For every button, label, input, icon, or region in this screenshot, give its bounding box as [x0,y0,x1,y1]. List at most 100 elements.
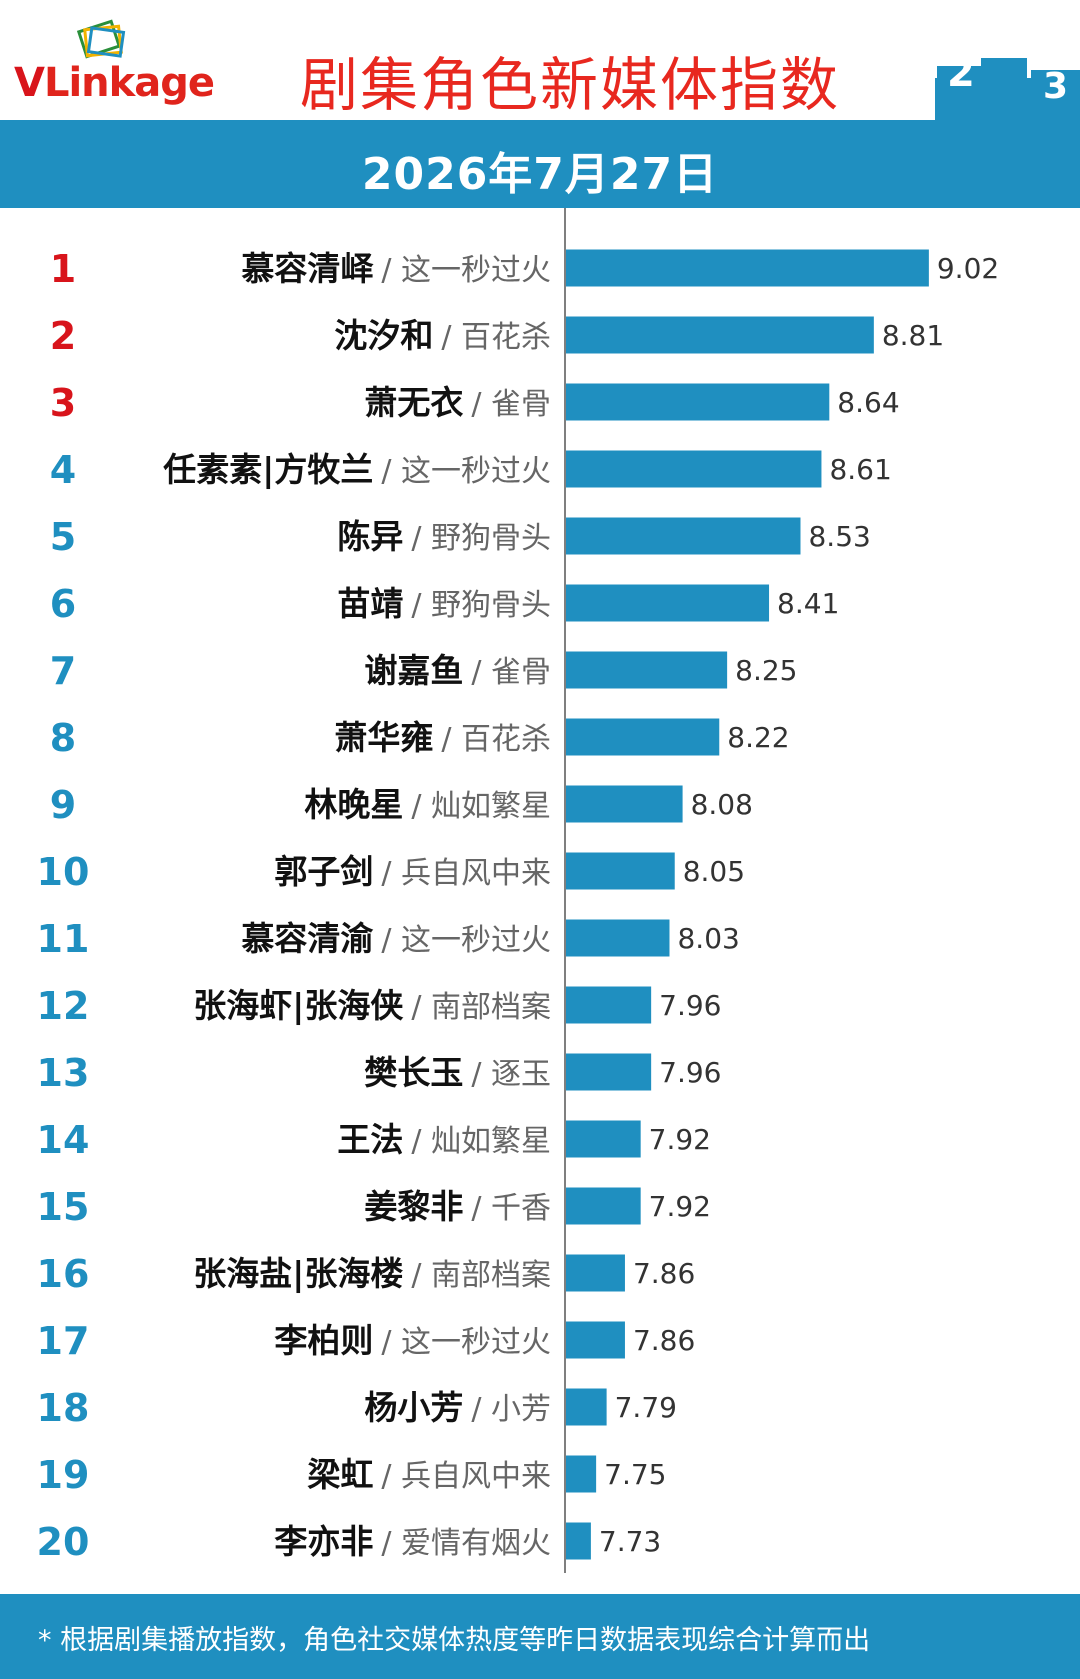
row-label: 萧华雍 / 百花杀 [334,718,551,757]
footer-note: * 根据剧集播放指数，角色社交媒体热度等昨日数据表现综合计算而出 [38,1625,871,1656]
row-label: 苗靖 / 野狗骨头 [337,584,551,623]
label-separator: / [471,655,491,690]
rank-number: 11 [37,917,90,961]
row-label: 任素素|方牧兰 / 这一秒过火 [163,450,551,489]
footer: * 根据剧集播放指数，角色社交媒体热度等昨日数据表现综合计算而出 [0,1594,1080,1679]
character-name: 慕容清渝 [241,919,373,958]
bar [566,718,720,756]
rank-number: 9 [50,783,76,827]
rank-number: 5 [50,515,76,559]
character-name: 李柏则 [274,1321,373,1360]
value-label: 7.86 [633,1324,695,1357]
show-name: 这一秒过火 [401,923,551,958]
show-name: 爱情有烟火 [401,1526,551,1561]
ranking-row: 6 苗靖 / 野狗骨头 8.41 [50,582,840,626]
ranking-row: 4 任素素|方牧兰 / 这一秒过火 8.61 [50,448,892,492]
bar [566,1120,641,1158]
row-label: 杨小芳 / 小芳 [364,1388,551,1427]
show-name: 千香 [491,1191,551,1226]
show-name: 雀骨 [491,387,551,422]
bar [566,651,728,689]
character-name: 杨小芳 [364,1388,463,1427]
logo-rest: Linkage [43,60,215,106]
bar [566,517,801,555]
show-name: 这一秒过火 [401,1325,551,1360]
show-name: 这一秒过火 [401,454,551,489]
character-name: 梁虹 [307,1455,373,1494]
ranking-row: 19 梁虹 / 兵自风中来 7.75 [37,1453,667,1497]
page-title: 剧集角色新媒体指数 [300,51,841,119]
header: VLinkage 剧集角色新媒体指数 2 1 3 [0,0,1080,120]
bar [566,249,929,287]
label-separator: / [381,1459,401,1494]
podium-digit-3: 3 [1043,66,1068,107]
ranking-row: 8 萧华雍 / 百花杀 8.22 [50,716,790,760]
row-label: 谢嘉鱼 / 雀骨 [364,651,551,690]
value-label: 7.86 [633,1257,695,1290]
label-separator: / [381,1325,401,1360]
value-label: 9.02 [937,252,999,285]
ranking-row: 11 慕容清渝 / 这一秒过火 8.03 [37,917,740,961]
bar [566,785,683,823]
show-name: 野狗骨头 [431,588,551,623]
ranking-row: 9 林晚星 / 灿如繁星 8.08 [50,783,753,827]
show-name: 这一秒过火 [401,253,551,288]
label-separator: / [411,588,431,623]
rank-number: 15 [37,1185,90,1229]
label-separator: / [381,1526,401,1561]
ranking-row: 16 张海盐|张海楼 / 南部档案 7.86 [37,1252,696,1296]
show-name: 兵自风中来 [401,856,551,891]
bar-chart-svg: 1 慕容清峄 / 这一秒过火 9.022 沈汐和 / 百花杀 8.813 萧无衣 / 雀骨 8.6… [37,208,999,1573]
show-name: 小芳 [491,1392,551,1427]
bar [566,919,670,957]
row-label: 陈异 / 野狗骨头 [337,517,551,556]
character-name: 姜黎非 [364,1187,463,1226]
row-label: 慕容清渝 / 这一秒过火 [241,919,551,958]
value-label: 7.79 [615,1391,677,1424]
bar [566,450,822,488]
bar [566,1254,625,1292]
show-name: 野狗骨头 [431,521,551,556]
value-label: 8.81 [882,319,944,352]
label-separator: / [381,923,401,958]
value-label: 7.73 [599,1525,661,1558]
show-name: 灿如繁星 [431,1124,551,1159]
rank-number: 2 [50,314,76,358]
bar [566,1455,597,1493]
bar [566,1522,591,1560]
ranking-row: 12 张海虾|张海侠 / 南部档案 7.96 [37,984,722,1028]
row-label: 李柏则 / 这一秒过火 [274,1321,551,1360]
value-label: 8.25 [735,654,797,687]
rank-number: 7 [50,649,76,693]
row-label: 姜黎非 / 千香 [364,1187,551,1226]
show-name: 逐玉 [491,1057,551,1092]
rank-number: 6 [50,582,76,626]
logo-v: V [14,60,45,106]
bar [566,584,770,622]
show-name: 兵自风中来 [401,1459,551,1494]
value-label: 8.05 [683,855,745,888]
bar [566,852,675,890]
character-name: 萧华雍 [334,718,433,757]
character-name: 王法 [337,1120,403,1159]
ranking-row: 15 姜黎非 / 千香 7.92 [37,1185,711,1229]
label-separator: / [471,387,491,422]
show-name: 百花杀 [461,722,551,757]
value-label: 7.96 [659,1056,721,1089]
row-label: 萧无衣 / 雀骨 [364,383,551,422]
bar [566,1187,641,1225]
row-label: 张海虾|张海侠 / 南部档案 [193,986,551,1025]
label-separator: / [411,789,431,824]
vlinkage-logo: VLinkage [10,18,240,108]
label-separator: / [471,1057,491,1092]
value-label: 8.53 [808,520,870,553]
label-separator: / [441,722,461,757]
row-label: 樊长玉 / 逐玉 [364,1053,551,1092]
podium-digit-1: 1 [993,20,1021,66]
rank-number: 14 [37,1118,90,1162]
ranking-row: 14 王法 / 灿如繁星 7.92 [37,1118,711,1162]
rank-number: 8 [50,716,76,760]
value-label: 8.64 [837,386,899,419]
label-separator: / [411,1258,431,1293]
